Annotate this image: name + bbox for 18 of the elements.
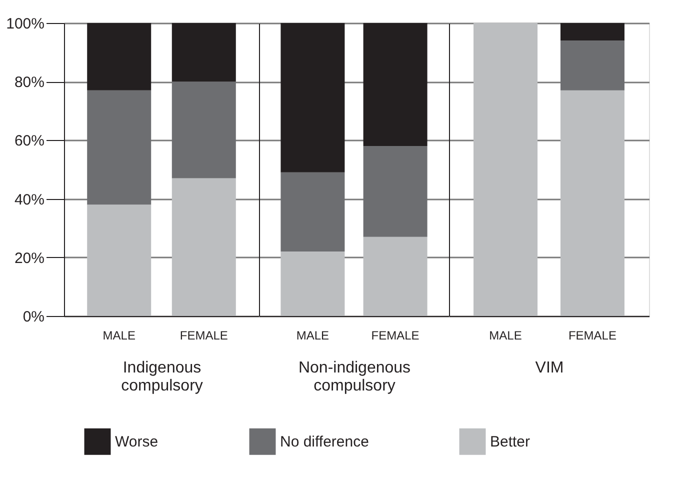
x-tick-label: FEMALE [568,328,616,342]
x-axis-title: Indigenous compulsory [121,360,203,394]
y-tick-label: 20% [14,250,44,267]
x-axis-title: VIM [535,360,564,376]
y-tick-label: 80% [14,74,44,92]
y-tick-label: 40% [14,191,44,208]
legend-label: No difference [280,434,369,451]
x-tick-label: MALE [102,328,136,342]
y-tick-label: 100% [6,16,44,32]
y-tick-label: 0% [22,308,44,326]
x-axis-title: Non-indigenous compulsory [298,360,411,394]
x-tick-label: MALE [296,328,330,342]
x-tick-label: MALE [489,328,522,342]
legend-label: Better [490,434,530,451]
x-tick-label: FEMALE [371,328,420,342]
x-tick-label: FEMALE [180,328,228,342]
y-tick-label: 60% [14,132,44,150]
legend-label: Worse [115,434,158,451]
